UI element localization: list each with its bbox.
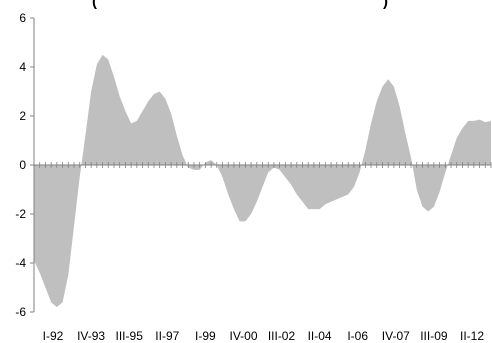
y-tick-label: -2 <box>15 207 26 221</box>
x-tick-label: III-95 <box>116 329 144 343</box>
x-tick-label: IV-93 <box>77 329 105 343</box>
x-tick-label: III-09 <box>420 329 448 343</box>
y-tick-labels: 6 4 2 0 -2 -4 -6 <box>15 11 26 319</box>
y-tick-label: -6 <box>15 305 26 319</box>
y-tick-label: 2 <box>19 109 26 123</box>
x-tick-label: III-02 <box>268 329 296 343</box>
y-tick-label: 4 <box>19 60 26 74</box>
area-fill <box>34 54 491 308</box>
x-tick-label: I-06 <box>347 329 368 343</box>
x-tick-label: I-99 <box>195 329 216 343</box>
chart-title-fragment-left: ( <box>92 0 97 10</box>
y-tick-label: -4 <box>15 256 26 270</box>
x-tick-labels: I-92 IV-93 III-95 II-97 I-99 IV-00 III-02 II-04… <box>43 329 485 343</box>
y-tick-label: 6 <box>19 11 26 25</box>
x-tick-label: II-97 <box>155 329 179 343</box>
x-tick-label: IV-07 <box>382 329 410 343</box>
x-tick-label: I-92 <box>43 329 64 343</box>
axes <box>30 17 492 313</box>
x-tick-label: IV-00 <box>229 329 257 343</box>
x-tick-label: II-12 <box>460 329 484 343</box>
area-series <box>34 54 491 308</box>
y-tick-label: 0 <box>19 158 26 172</box>
x-tick-label: II-04 <box>308 329 332 343</box>
chart-title-fragment-right: ) <box>383 0 388 10</box>
